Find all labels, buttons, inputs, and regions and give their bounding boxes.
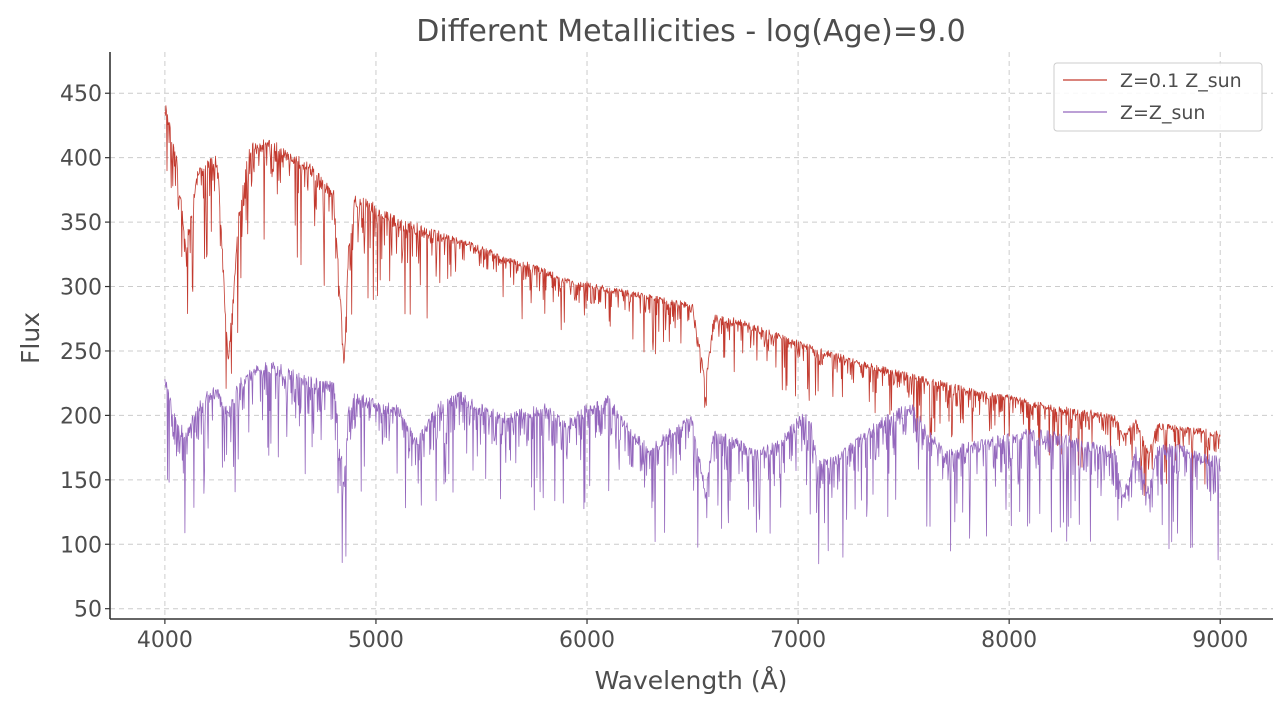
y-tick-label: 50 [74,598,102,623]
y-tick-label: 300 [60,276,102,301]
legend-label-series-1: Z=Z_sun [1120,102,1205,124]
y-tick-label: 450 [60,82,102,107]
y-ticks: 50 100 150 200 250 300 350 400 450 [60,82,110,623]
series-layer [164,105,1221,565]
x-ticks: 4000 5000 6000 7000 8000 9000 [137,619,1248,653]
series-line-0 [164,105,1221,497]
y-tick-label: 200 [60,404,102,429]
y-tick-label: 350 [60,211,102,236]
y-tick-label: 150 [60,469,102,494]
y-tick-label: 250 [60,340,102,365]
x-tick-label: 6000 [559,628,615,653]
x-tick-label: 8000 [981,628,1037,653]
chart-title: Different Metallicities - log(Age)=9.0 [416,14,965,49]
x-axis-label: Wavelength (Å) [595,666,788,695]
series-line-1 [164,361,1221,565]
y-axis-label: Flux [16,312,45,364]
y-tick-label: 100 [60,533,102,558]
x-tick-label: 7000 [770,628,826,653]
legend-label-series-0: Z=0.1 Z_sun [1120,70,1242,92]
x-tick-label: 5000 [348,628,404,653]
axes [109,52,1273,620]
y-tick-label: 400 [60,147,102,172]
grid [110,52,1273,619]
legend: Z=0.1 Z_sun Z=Z_sun [1053,62,1263,132]
x-tick-label: 4000 [137,628,193,653]
x-tick-label: 9000 [1192,628,1248,653]
